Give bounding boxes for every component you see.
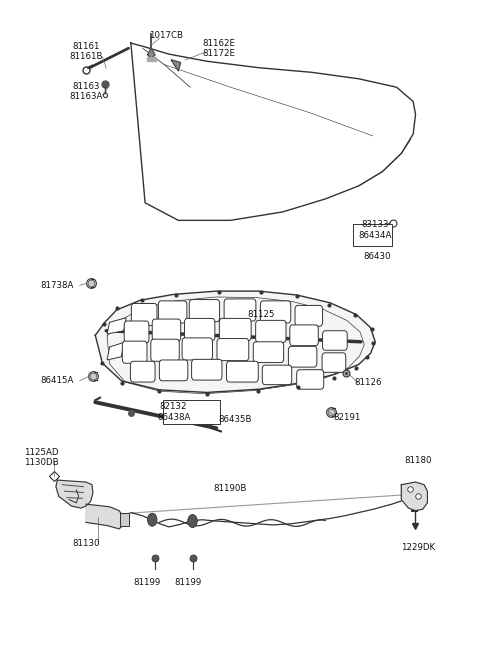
Text: 81130: 81130	[72, 538, 99, 548]
FancyBboxPatch shape	[290, 325, 318, 346]
FancyBboxPatch shape	[297, 369, 324, 389]
Text: 81125: 81125	[248, 310, 275, 319]
FancyBboxPatch shape	[132, 303, 157, 326]
Text: 86435B: 86435B	[218, 415, 252, 424]
FancyBboxPatch shape	[184, 318, 215, 341]
Text: 86415A: 86415A	[41, 376, 74, 385]
Text: 81190B: 81190B	[214, 484, 247, 493]
Text: 81199: 81199	[134, 578, 161, 587]
Text: 1017CB: 1017CB	[149, 31, 183, 40]
Polygon shape	[401, 482, 427, 511]
FancyBboxPatch shape	[323, 331, 347, 350]
FancyBboxPatch shape	[120, 514, 129, 526]
Text: 81126: 81126	[354, 378, 382, 387]
FancyBboxPatch shape	[163, 400, 220, 424]
FancyBboxPatch shape	[224, 299, 256, 321]
Text: 82132
86438A: 82132 86438A	[157, 402, 190, 422]
Polygon shape	[107, 343, 124, 360]
Text: 81180: 81180	[404, 456, 432, 465]
FancyBboxPatch shape	[261, 301, 291, 323]
Text: 81738A: 81738A	[41, 281, 74, 290]
Polygon shape	[56, 480, 93, 508]
Polygon shape	[107, 318, 126, 334]
FancyBboxPatch shape	[322, 353, 346, 372]
FancyBboxPatch shape	[189, 299, 219, 322]
Polygon shape	[96, 291, 375, 392]
Text: 81199: 81199	[174, 578, 202, 587]
FancyBboxPatch shape	[219, 318, 251, 341]
FancyBboxPatch shape	[152, 319, 180, 341]
FancyBboxPatch shape	[124, 321, 149, 343]
Polygon shape	[86, 504, 124, 529]
FancyBboxPatch shape	[295, 305, 323, 326]
Circle shape	[147, 514, 157, 526]
Text: 81161
81161B: 81161 81161B	[69, 42, 103, 61]
FancyBboxPatch shape	[131, 362, 155, 382]
FancyBboxPatch shape	[262, 365, 292, 384]
FancyBboxPatch shape	[151, 339, 179, 362]
FancyBboxPatch shape	[159, 360, 188, 381]
Circle shape	[188, 515, 197, 527]
Polygon shape	[171, 60, 180, 71]
FancyBboxPatch shape	[353, 224, 392, 246]
Polygon shape	[147, 48, 155, 58]
FancyBboxPatch shape	[288, 346, 317, 367]
FancyBboxPatch shape	[227, 362, 258, 382]
Text: 86430: 86430	[364, 252, 391, 261]
Text: 1125AD
1130DB: 1125AD 1130DB	[24, 447, 59, 467]
FancyBboxPatch shape	[158, 301, 187, 323]
Text: 81163
81163A: 81163 81163A	[69, 82, 103, 102]
FancyBboxPatch shape	[256, 320, 286, 343]
Text: 81162E
81172E: 81162E 81172E	[202, 39, 235, 58]
Polygon shape	[131, 43, 416, 220]
FancyBboxPatch shape	[217, 339, 249, 361]
FancyBboxPatch shape	[253, 342, 284, 363]
FancyBboxPatch shape	[182, 338, 213, 360]
Polygon shape	[147, 58, 156, 61]
FancyBboxPatch shape	[122, 341, 147, 364]
Text: 83133
86434A: 83133 86434A	[359, 220, 392, 240]
Text: 1229DK: 1229DK	[401, 542, 435, 552]
Text: 82191: 82191	[333, 413, 360, 422]
FancyBboxPatch shape	[192, 360, 222, 380]
